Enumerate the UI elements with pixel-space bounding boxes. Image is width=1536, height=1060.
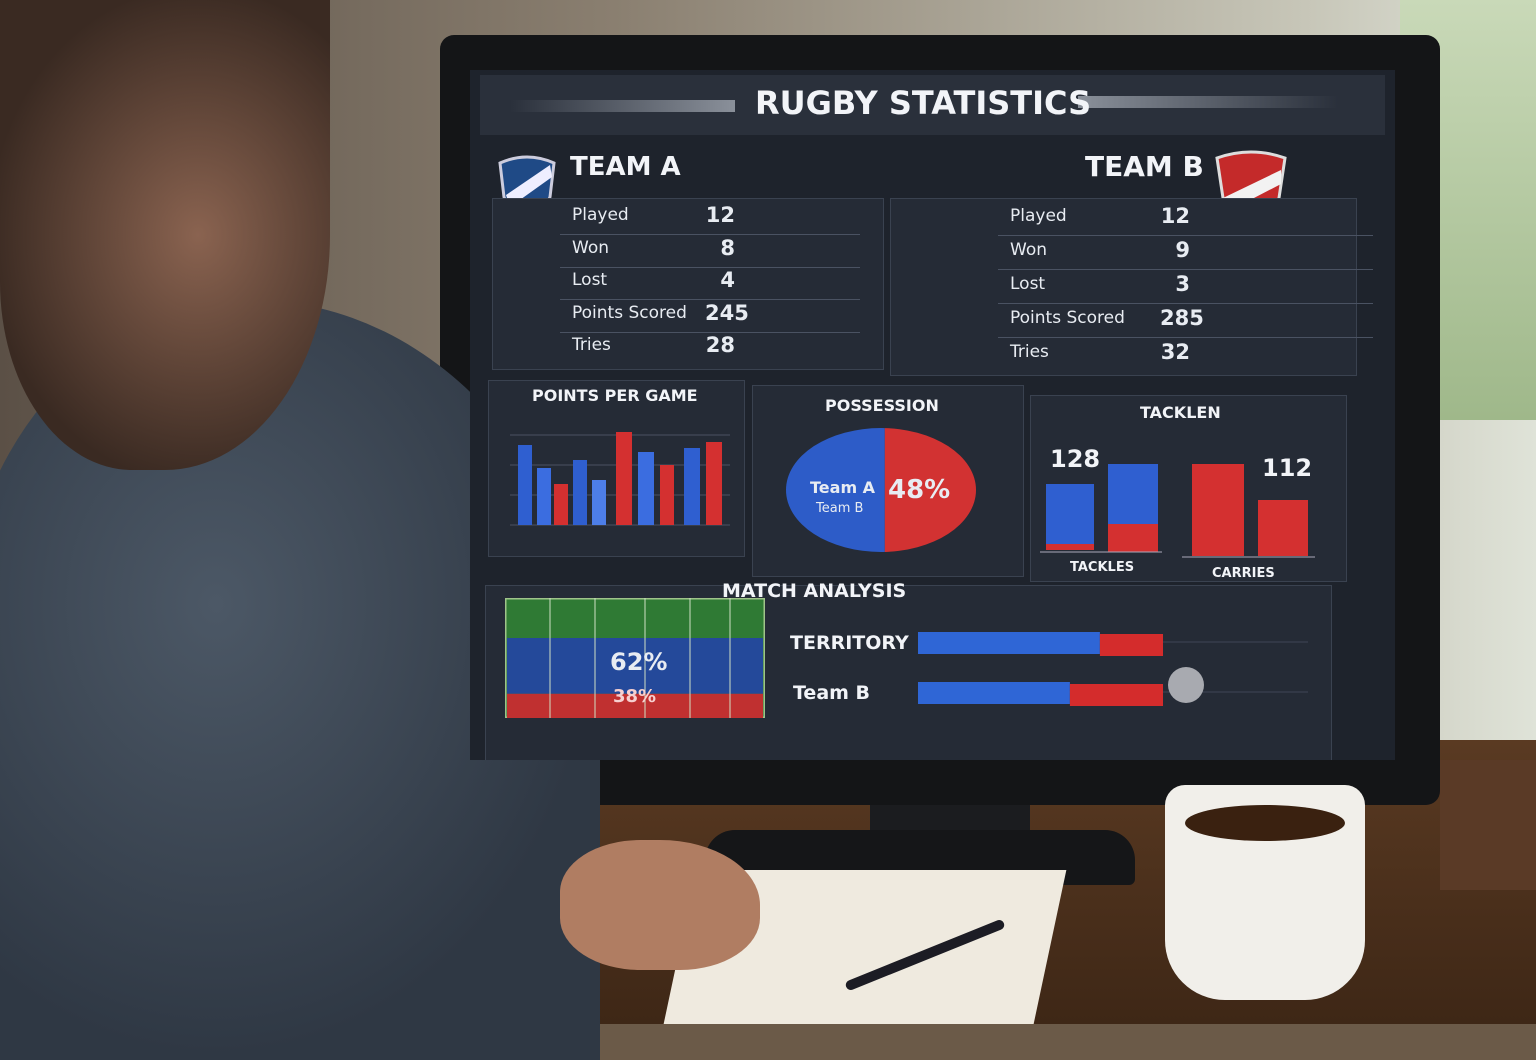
team-b-stats bbox=[890, 198, 1357, 376]
screen: RUGBY STATISTICS TEAM A TEAM B POINTS PE… bbox=[470, 70, 1395, 760]
points-per-game-chart bbox=[510, 432, 730, 526]
title-deco bbox=[1078, 96, 1338, 108]
hand bbox=[560, 840, 760, 970]
row-label: Team B bbox=[793, 682, 871, 704]
possession-label: 48% bbox=[888, 475, 951, 505]
bar-team-b bbox=[1099, 634, 1163, 656]
stat-label: Points Scored bbox=[572, 302, 687, 323]
territory-bars bbox=[918, 632, 1308, 706]
books bbox=[1440, 760, 1536, 890]
territory-field bbox=[505, 598, 765, 718]
x-label: TACKLES bbox=[1070, 560, 1135, 575]
title-deco bbox=[510, 100, 735, 112]
panel-title: POSSESSION bbox=[825, 396, 939, 415]
team-a-stats bbox=[492, 198, 884, 370]
stat-value: 285 bbox=[1160, 306, 1204, 330]
stat-label: Played bbox=[572, 205, 629, 225]
stat-label: Won bbox=[572, 237, 609, 258]
stat-value: 8 bbox=[720, 235, 735, 260]
row-divider bbox=[998, 337, 1373, 338]
bar-team-b bbox=[1069, 684, 1163, 706]
possession-chart bbox=[786, 428, 976, 552]
stat-label: Tries bbox=[1010, 342, 1049, 362]
tackles-chart bbox=[1040, 464, 1315, 558]
stat-value: 12 bbox=[1160, 204, 1190, 228]
team-name: TEAM A bbox=[570, 152, 681, 182]
panel-title: MATCH ANALYSIS bbox=[722, 580, 907, 602]
stat-label: Lost bbox=[1010, 274, 1046, 294]
row-divider bbox=[998, 235, 1373, 236]
carries-value: 112 bbox=[1262, 454, 1313, 482]
x-label: CARRIES bbox=[1212, 566, 1275, 581]
stat-value: 32 bbox=[1160, 340, 1190, 364]
stat-value: 9 bbox=[1175, 238, 1190, 262]
row-divider bbox=[560, 331, 860, 333]
stat-label: Points Scored bbox=[1010, 308, 1125, 328]
row-divider bbox=[560, 266, 860, 268]
tackles-value: 128 bbox=[1050, 445, 1101, 473]
stat-label: Tries bbox=[572, 335, 611, 355]
stat-label: Won bbox=[1010, 240, 1047, 260]
stat-label: Played bbox=[1010, 206, 1067, 226]
territory-label: 38% bbox=[613, 686, 657, 707]
row-divider bbox=[560, 299, 860, 300]
panel-title: POINTS PER GAME bbox=[532, 386, 698, 405]
legend-label: Team B bbox=[816, 501, 864, 516]
person-head bbox=[0, 0, 330, 470]
stat-value: 12 bbox=[705, 203, 735, 227]
slider-knob bbox=[1168, 667, 1204, 703]
stat-value: 28 bbox=[705, 333, 735, 357]
stat-value: 4 bbox=[720, 268, 735, 292]
row-divider bbox=[560, 234, 860, 235]
row-label: TERRITORY bbox=[790, 632, 909, 654]
team-name: TEAM B bbox=[1085, 150, 1204, 183]
stat-value: 245 bbox=[705, 300, 749, 325]
coffee bbox=[1185, 805, 1345, 841]
stat-value: 3 bbox=[1175, 272, 1190, 296]
row-divider bbox=[998, 303, 1373, 304]
bar-team-a bbox=[918, 632, 1100, 654]
row-divider bbox=[998, 269, 1373, 270]
territory-label: 62% bbox=[610, 648, 668, 676]
panel-title: TACKLEN bbox=[1140, 403, 1221, 422]
bar-team-a bbox=[918, 682, 1070, 704]
stat-label: Lost bbox=[572, 270, 608, 290]
dashboard-title: RUGBY STATISTICS bbox=[755, 84, 1092, 122]
legend-label: Team A bbox=[810, 478, 876, 497]
